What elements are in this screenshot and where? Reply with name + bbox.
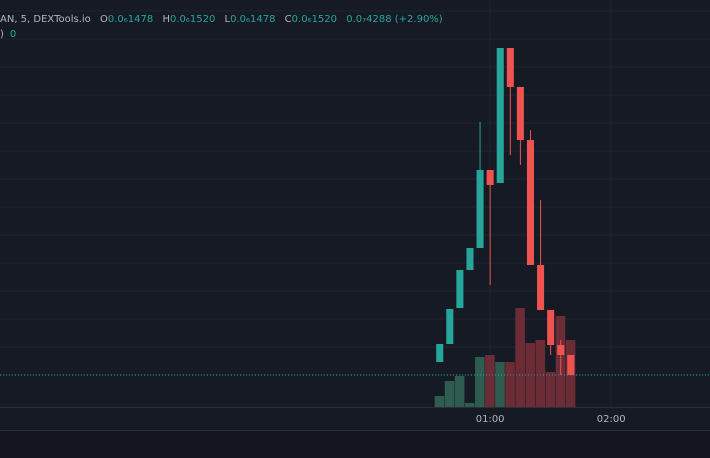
volume-bar	[434, 396, 445, 407]
volume-bar	[535, 340, 546, 407]
l-value: 0.0₆1478	[230, 14, 275, 25]
candle-body	[496, 48, 504, 183]
bottom-bar	[0, 430, 710, 458]
candle-body	[516, 87, 524, 140]
candle-body	[446, 309, 454, 344]
c-value: 0.0₆1520	[292, 14, 337, 25]
candle-body	[557, 345, 565, 355]
volume-bar	[545, 372, 556, 407]
candle-body	[567, 355, 575, 375]
volume-bar	[485, 355, 495, 407]
candle-body	[476, 170, 484, 248]
paren: )	[0, 29, 4, 40]
candle-body	[466, 248, 474, 270]
volume-bar	[525, 343, 536, 407]
volume-value: 0	[10, 29, 16, 40]
o-value: 0.0₆1478	[108, 14, 153, 25]
candle-body	[506, 48, 514, 87]
volume-bar	[505, 362, 515, 407]
volume-bar	[454, 376, 465, 407]
l-label: L	[225, 14, 231, 25]
change: 0.0₇4288 (+2.90%)	[346, 14, 443, 25]
candle-body	[537, 265, 545, 310]
volume-bar	[464, 403, 475, 407]
symbol: AN, 5, DEXTools.io	[0, 14, 91, 25]
legend-2: ) 0	[0, 29, 16, 40]
volume-bar	[495, 362, 505, 407]
o-label: O	[100, 14, 108, 25]
legend: AN, 5, DEXTools.io O0.0₆1478 H0.0₆1520 L…	[0, 14, 443, 25]
candle-body	[526, 140, 535, 265]
h-label: H	[162, 14, 170, 25]
candle-body	[436, 344, 444, 362]
volume-bar	[515, 308, 525, 407]
candle-body	[547, 310, 555, 345]
volume-bar	[444, 381, 455, 407]
c-label: C	[285, 14, 292, 25]
candle-body	[456, 270, 464, 308]
plot	[0, 0, 710, 407]
x-tick-label: 01:00	[476, 414, 505, 425]
x-tick-label: 02:00	[597, 414, 626, 425]
candle-body	[486, 170, 494, 185]
h-value: 0.0₆1520	[170, 14, 215, 25]
volume-bar	[475, 357, 485, 407]
